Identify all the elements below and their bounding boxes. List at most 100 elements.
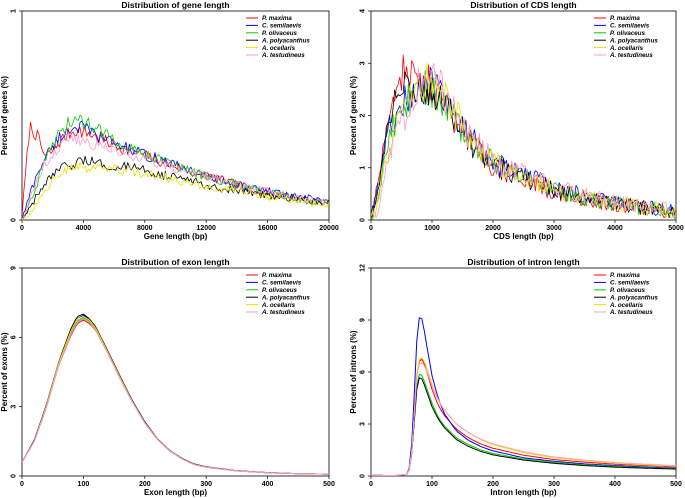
series-line-p-olivaceus <box>371 70 676 220</box>
legend-entry: A. polyacanthus <box>609 37 658 44</box>
series-line-c-semilaevis <box>371 66 676 219</box>
series-line-a-polyacanthus <box>371 71 676 219</box>
legend-entry: A. polyacanthus <box>609 294 658 301</box>
series-line-p-maxima <box>371 358 676 476</box>
series-line-c-semilaevis <box>22 120 329 220</box>
series-line-p-maxima <box>371 54 676 219</box>
legend-entry: A. ocellaris <box>609 45 644 52</box>
legend-entry: P. olivaceus <box>262 287 298 294</box>
legend-entry: C. semilaevis <box>610 280 650 287</box>
y-axis-label: Percent of introns (%) <box>349 330 358 413</box>
legend-entry: A. polyacanthus <box>261 37 310 44</box>
x-tick-label: 200 <box>139 481 151 488</box>
y-tick-label: 0 <box>360 474 367 478</box>
x-tick-label: 16000 <box>258 225 278 232</box>
x-tick-label: 4000 <box>76 225 92 232</box>
chart-panel-4: Distribution of intron length 0 100 200 300 4… <box>349 257 682 497</box>
x-axis-label: Intron length (bp) <box>490 488 557 497</box>
series-line-a-testudineus <box>371 362 676 476</box>
x-tick-label: 0 <box>20 481 24 488</box>
legend-entry: C. semilaevis <box>262 280 302 287</box>
y-tick-label: 0 <box>360 218 367 222</box>
series-line-p-maxima <box>22 319 329 475</box>
x-tick-label: 400 <box>262 481 274 488</box>
x-tick-label: 4000 <box>607 225 623 232</box>
y-axis-label: Percent of genes (%) <box>0 76 9 155</box>
chart-title: Distribution of CDS length <box>470 0 576 10</box>
y-tick-label: 0 <box>11 218 18 222</box>
y-tick-label: 12 <box>360 264 367 272</box>
series-line-p-maxima <box>22 121 329 218</box>
x-tick-label: 200 <box>487 481 499 488</box>
x-tick-label: 500 <box>323 481 335 488</box>
y-tick-label: 0 <box>11 474 18 478</box>
chart-panel-2: Distribution of CDS length 0 1000 2000 3000 4… <box>349 0 684 241</box>
x-tick-label: 100 <box>426 481 438 488</box>
chart-panel-3: Distribution of exon length 0 100 200 300 400… <box>0 257 335 497</box>
plot-frame <box>21 267 330 477</box>
legend-entry: A. ocellaris <box>609 302 644 309</box>
y-tick-label: 9 <box>11 266 18 270</box>
series-line-a-testudineus <box>371 62 676 218</box>
series-line-a-testudineus <box>22 134 329 220</box>
series-line-a-ocellaris <box>371 62 676 219</box>
x-tick-label: 100 <box>78 481 90 488</box>
legend-entry: C. semilaevis <box>262 23 302 30</box>
y-tick-label: 9 <box>360 318 367 322</box>
legend-entry: C. semilaevis <box>610 23 650 30</box>
series-line-p-olivaceus <box>371 373 676 476</box>
y-tick-label: 4 <box>360 9 367 13</box>
y-tick-label: 6 <box>11 335 18 339</box>
legend-entry: A. testudineus <box>609 309 653 316</box>
legend-entry: P. maxima <box>262 272 292 279</box>
x-tick-label: 300 <box>200 481 212 488</box>
legend-entry: A. testudineus <box>261 309 305 316</box>
legend-entry: A. testudineus <box>261 52 305 59</box>
series-line-a-polyacanthus <box>371 377 676 476</box>
x-tick-label: 500 <box>670 481 682 488</box>
x-tick-label: 20000 <box>319 225 339 232</box>
legend-entry: P. olivaceus <box>610 287 646 294</box>
y-axis-label: Percent of genes (%) <box>349 76 358 155</box>
chart-title: Distribution of gene length <box>121 0 229 10</box>
chart-title: Distribution of intron length <box>467 257 579 267</box>
series-line-a-testudineus <box>22 318 329 475</box>
y-tick-label: 3 <box>360 61 367 65</box>
legend-entry: P. maxima <box>262 15 292 22</box>
x-tick-label: 400 <box>609 481 621 488</box>
x-tick-label: 1000 <box>424 225 440 232</box>
legend-entry: A. testudineus <box>609 52 653 59</box>
legend-entry: P. maxima <box>610 272 640 279</box>
y-tick-label: 6 <box>360 370 367 374</box>
series-line-c-semilaevis <box>371 317 676 476</box>
legend-entry: P. maxima <box>610 15 640 22</box>
x-axis-label: Exon length (bp) <box>144 488 207 497</box>
x-tick-label: 0 <box>369 225 373 232</box>
y-tick-label: 2 <box>360 113 367 117</box>
series-line-a-ocellaris <box>22 162 329 220</box>
legend-entry: P. olivaceus <box>610 30 646 37</box>
y-tick-label: 1 <box>11 9 18 13</box>
x-axis-label: Gene length (bp) <box>144 232 208 241</box>
y-tick-label: 3 <box>360 422 367 426</box>
x-axis-label: CDS length (bp) <box>493 232 554 241</box>
x-tick-label: 12000 <box>196 225 216 232</box>
x-tick-label: 300 <box>548 481 560 488</box>
x-tick-label: 2000 <box>485 225 501 232</box>
legend-entry: A. polyacanthus <box>261 294 310 301</box>
legend-entry: A. ocellaris <box>261 45 296 52</box>
plot-frame <box>21 10 330 221</box>
y-axis-label: Percent of exons (%) <box>0 332 9 411</box>
series-line-a-ocellaris <box>371 357 676 476</box>
legend-entry: A. ocellaris <box>261 302 296 309</box>
legend-entry: P. olivaceus <box>262 30 298 37</box>
x-tick-label: 8000 <box>137 225 153 232</box>
x-tick-label: 5000 <box>668 225 684 232</box>
y-tick-label: 1 <box>360 166 367 170</box>
chart-title: Distribution of exon length <box>121 257 229 267</box>
